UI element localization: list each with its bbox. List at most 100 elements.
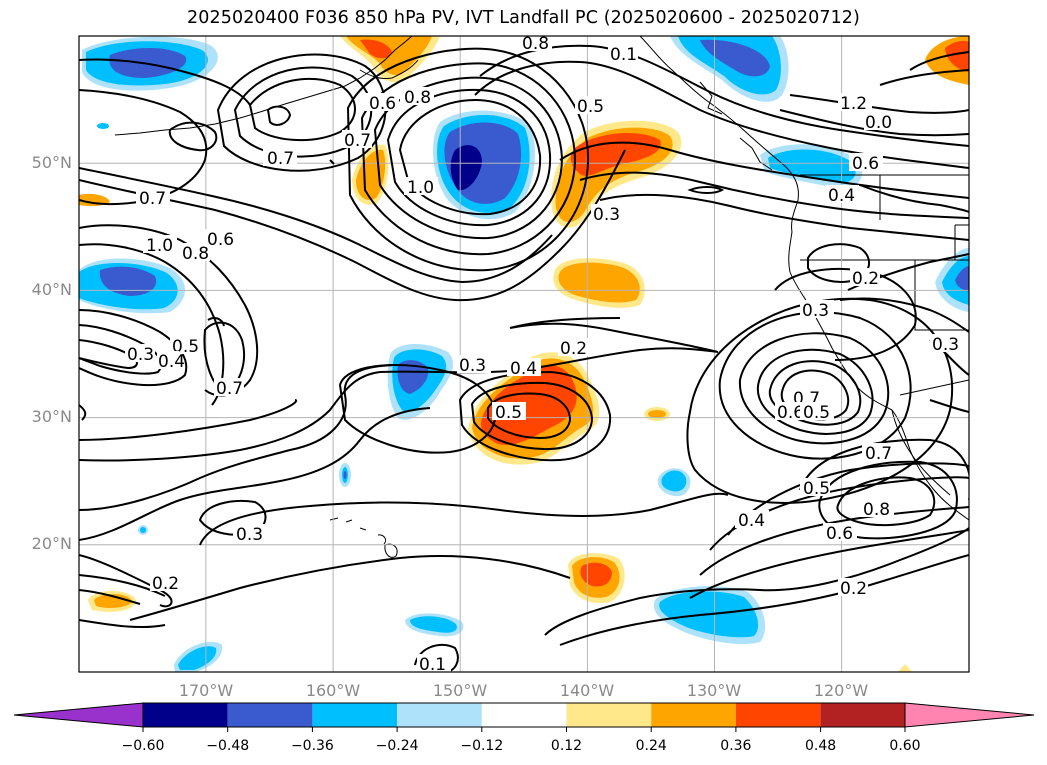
svg-text:0.4: 0.4 [828,186,855,206]
contour-label: 0.6 [823,523,857,544]
lon-label-140w: 140°W [559,681,615,700]
contour-label: 0.3 [800,300,834,321]
colorbar-segment [735,703,821,727]
svg-text:0.7: 0.7 [865,444,892,464]
contour-label: 0.7 [342,130,372,151]
map-title: 2025020400 F036 850 hPa PV, IVT Landfall… [187,8,860,28]
colorbar-tick-label: 0.24 [635,738,667,754]
colorbar-segment [143,703,228,727]
contour-label: 1.0 [404,177,438,198]
svg-text:1.0: 1.0 [407,178,434,198]
contour-label: 0.3 [591,204,621,225]
svg-text:0.3: 0.3 [127,345,154,365]
colorbar-tick-label: −0.48 [206,738,250,754]
lon-label-120w: 120°W [813,681,869,700]
svg-text:0.3: 0.3 [802,301,829,321]
contour-label: 0.6 [365,93,399,114]
svg-text:0.8: 0.8 [182,244,209,264]
colorbar-tick-label: 0.36 [720,738,752,754]
contour-label: 0.8 [860,499,894,520]
lat-label-20n: 20°N [31,534,72,553]
colorbar-segment [820,703,905,727]
svg-text:0.2: 0.2 [852,269,879,289]
colorbar-segment [566,703,652,727]
colorbar-segment [227,703,313,727]
colorbar-segment [397,703,482,727]
svg-text:0.8: 0.8 [863,500,890,520]
contour-label: 0.5 [800,402,834,423]
anomaly-fill-layer [79,36,969,672]
svg-text:0.3: 0.3 [236,525,263,545]
contour-label: 0.2 [838,578,868,599]
svg-text:0.3: 0.3 [459,356,486,376]
svg-text:0.6: 0.6 [207,230,234,250]
contour-label: 0.8 [518,36,552,54]
contour-label: 0.2 [150,573,180,594]
contour-label: 0.4 [825,185,859,206]
svg-text:0.1: 0.1 [419,655,446,675]
contour-label: 0.5 [492,402,526,423]
contour-label: 0.6 [849,153,883,174]
contour-label: 1.0 [143,235,177,256]
contour-label: 0.3 [233,524,267,545]
colorbar-tick-label: −0.12 [460,738,504,754]
contour-label: 0.4 [507,358,541,379]
contour-label: 0.8 [180,243,210,264]
contour-label: 0.7 [263,148,297,169]
contour-label: 0.1 [608,44,638,65]
contour-label: 0.8 [400,87,434,108]
colorbar-tick-label: −0.24 [375,738,419,754]
contour-label: 0.4 [157,351,185,372]
lat-label-30n: 30°N [31,407,72,426]
lon-label-160w: 160°W [305,681,361,700]
coastline-layer [114,36,969,558]
colorbar-tick-label: −0.60 [121,738,165,754]
svg-text:0.4: 0.4 [158,352,185,372]
lon-label-170w: 170°W [178,681,234,700]
contour-label: 0.3 [125,344,155,365]
contour-label-layer: 0.8 0.6 0.8 0.7 0.7 1.0 0.5 0.3 0.6 0.4 … [125,36,960,675]
contour-label: 0.5 [575,96,605,117]
colorbar-tick-label: 0.48 [805,738,837,754]
svg-text:0.6: 0.6 [777,403,804,423]
svg-text:0.8: 0.8 [404,88,431,108]
contour-label: 0.7 [136,188,170,209]
colorbar [13,702,1035,732]
contour-label: 0.6 [775,402,805,423]
svg-text:0.3: 0.3 [593,205,620,225]
svg-text:0.2: 0.2 [560,339,587,359]
contour-label: 0.0 [864,112,892,133]
svg-text:0.7: 0.7 [216,379,243,399]
contour-label: 0.4 [735,510,769,531]
svg-text:0.5: 0.5 [577,97,604,117]
map-frame [78,35,970,673]
svg-text:0.2: 0.2 [840,579,867,599]
contour-label: 0.2 [850,268,880,289]
svg-text:0.1: 0.1 [610,45,637,65]
svg-text:0.7: 0.7 [139,189,166,209]
svg-text:0.6: 0.6 [826,524,853,544]
contour-label: 0.2 [558,338,592,359]
contour-label: 0.5 [800,478,830,499]
svg-text:0.5: 0.5 [495,403,522,423]
lon-label-130w: 130°W [686,681,742,700]
colorbar-segment [312,703,398,727]
svg-text:0.0: 0.0 [865,113,892,133]
lon-label-150w: 150°W [432,681,488,700]
svg-text:1.0: 1.0 [146,236,173,256]
colorbar-extend-max [904,702,1035,728]
contour-label: 0.7 [862,443,896,464]
colorbar-tick-label: 0.60 [889,738,921,754]
colorbar-segment [651,703,736,727]
svg-text:0.3: 0.3 [932,335,959,355]
contour-label: 1.2 [838,93,872,114]
svg-text:0.4: 0.4 [738,511,765,531]
svg-text:0.7: 0.7 [267,149,294,169]
colorbar-tick-label: −0.36 [290,738,334,754]
svg-text:0.5: 0.5 [803,403,830,423]
svg-text:1.2: 1.2 [840,94,867,114]
contour-label: 0.6 [205,229,235,250]
svg-text:0.6: 0.6 [852,154,879,174]
contour-label: 0.3 [930,334,960,355]
